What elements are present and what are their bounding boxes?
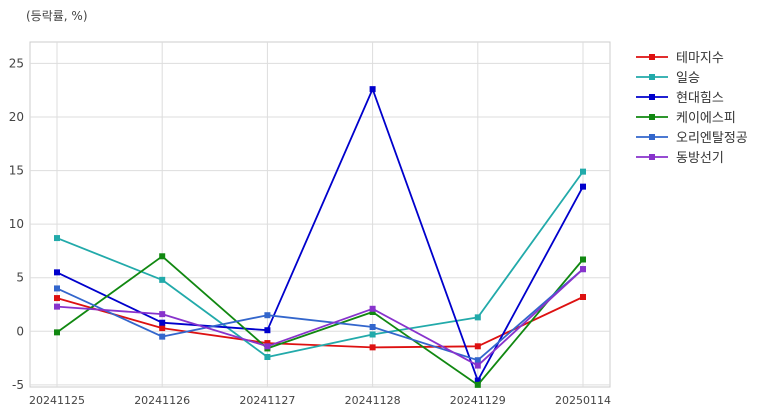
x-tick-label: 20241128 [345,394,401,407]
x-tick-label: 20241125 [29,394,85,407]
legend-label: 케이에스피 [676,111,736,126]
data-point [159,253,166,260]
x-tick-label: 20241129 [450,394,506,407]
y-tick-label: 20 [9,110,24,124]
data-point [54,285,60,292]
data-point [369,86,376,93]
legend-item: 동방선기 [636,151,724,166]
data-point [580,294,586,300]
data-point [264,312,271,319]
unit-label: (등락률, %) [26,9,88,23]
series-lines [54,86,586,388]
data-point [369,331,376,338]
series-line [56,268,584,362]
series-group [54,168,586,360]
plot-area [29,41,611,388]
legend-label: 테마지수 [676,51,724,66]
data-point [54,329,60,336]
data-point [580,183,586,190]
data-point [159,325,166,332]
legend-label: 오리엔탈정공 [676,131,748,146]
data-point [264,340,271,347]
data-point [474,357,481,364]
legend-label: 일승 [676,71,700,86]
x-tick-label: 20241127 [239,394,295,407]
y-tick-label: -5 [12,378,24,392]
series-line [56,88,584,382]
data-point [54,235,60,242]
data-point [474,314,481,321]
y-tick-label: 0 [16,324,24,338]
y-tick-label: 10 [9,217,24,231]
data-point [580,168,586,175]
data-point [474,362,481,369]
data-point [264,354,271,360]
data-point [369,309,376,315]
legend-swatch-marker [649,134,655,140]
series-group [54,266,586,369]
data-point [159,311,166,318]
x-tick-label: 20241126 [134,394,190,407]
data-point [369,344,376,351]
data-point [580,266,586,273]
data-point [369,324,376,330]
legend-label: 현대힘스 [676,91,724,106]
legend-swatch-marker [649,54,655,60]
data-point [264,343,271,350]
series-line [56,171,584,358]
series-group [54,86,586,384]
x-tick-label: 20250114 [555,394,611,407]
legend-item: 테마지수 [636,51,724,66]
legend-item: 현대힘스 [636,91,724,106]
data-point [474,343,481,350]
axis-ticks: -5 0 5 10 15 20 25 20241125 20241126 20241127 2024… [9,56,611,407]
data-point [264,327,271,334]
data-point [474,377,481,384]
data-point [159,276,166,283]
legend-item: 케이에스피 [636,111,736,126]
y-tick-label: 15 [9,164,24,178]
y-tick-label: 25 [9,56,24,70]
data-point [159,319,166,326]
legend-swatch-marker [649,114,655,120]
grid-lines [30,42,610,387]
legend-swatch-marker [649,154,655,160]
legend-item: 오리엔탈정공 [636,131,748,146]
y-tick-label: 5 [16,271,24,285]
data-point [580,256,586,263]
data-point [54,269,60,276]
data-point [54,303,60,310]
legend-label: 동방선기 [676,151,724,166]
series-line [56,255,584,386]
legend-swatch-marker [649,74,655,80]
data-point [474,381,481,388]
legend-swatch-marker [649,94,655,100]
legend-item: 일승 [636,71,700,86]
data-point [159,333,166,340]
series-line [56,268,584,367]
data-point [369,305,376,312]
data-point [54,295,60,302]
